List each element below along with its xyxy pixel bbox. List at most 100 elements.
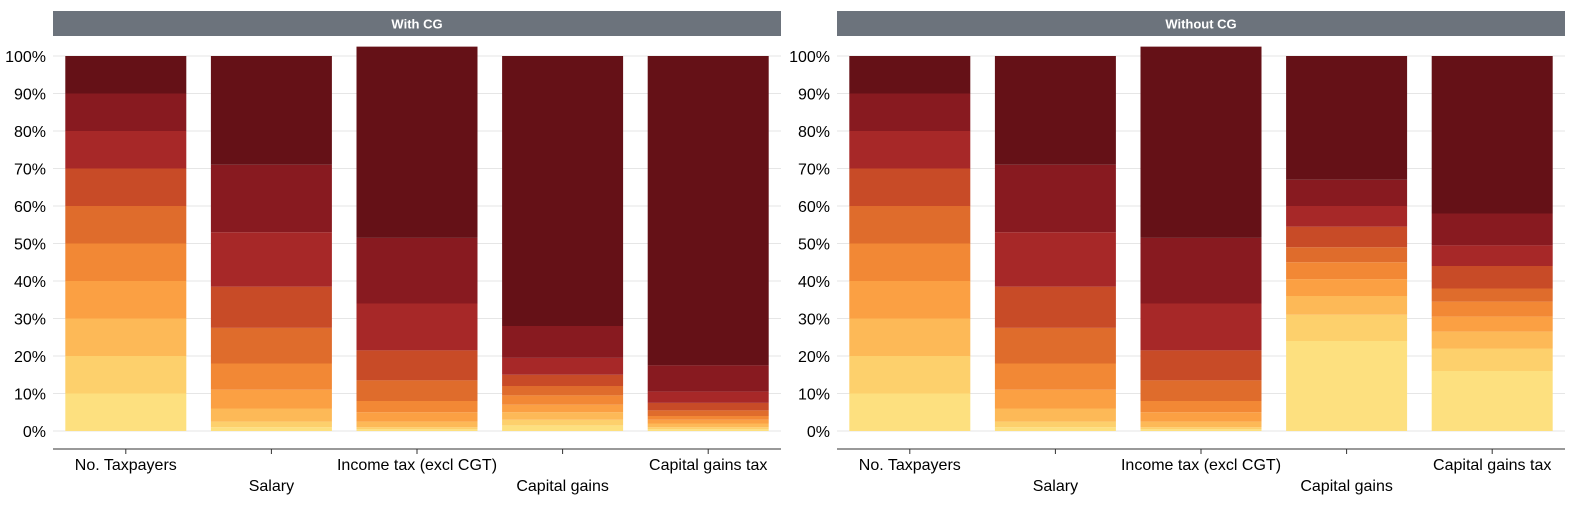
bar-segment (210, 421, 332, 428)
x-tick-label: Capital gains (516, 478, 609, 495)
bar-segment (502, 395, 624, 405)
y-tick-label: 60% (14, 199, 46, 216)
x-tick-label: Salary (1033, 478, 1078, 495)
bar-segment (647, 365, 769, 392)
bar-segment (65, 356, 187, 394)
bar-segment (65, 206, 187, 244)
y-tick-label: 50% (798, 237, 830, 254)
bar-segment (849, 356, 971, 394)
bar-segment (1286, 247, 1408, 263)
bar-segment (356, 46, 478, 238)
bar-segment (210, 164, 332, 233)
y-tick-label: 90% (798, 87, 830, 104)
bar-segment (1140, 380, 1262, 401)
bar-segment (849, 131, 971, 169)
facet-title: Without CG (1165, 17, 1236, 32)
bar-segment (356, 380, 478, 401)
bar-segment (849, 206, 971, 244)
bar-segment (502, 412, 624, 420)
x-tick-label: Salary (249, 478, 294, 495)
bar-segment (1140, 46, 1262, 238)
bar-segment (1286, 179, 1408, 206)
bar-segment (647, 416, 769, 420)
y-tick-label: 80% (798, 124, 830, 141)
bar-segment (1140, 237, 1262, 304)
y-tick-label: 50% (14, 237, 46, 254)
y-tick-label: 10% (14, 387, 46, 404)
x-tick-label: No. Taxpayers (75, 457, 177, 474)
bar-segment (356, 237, 478, 304)
bar-segment (210, 363, 332, 390)
bar-segment (65, 281, 187, 319)
facet-title: With CG (391, 17, 442, 32)
y-tick-label: 60% (798, 199, 830, 216)
bar-segment (1140, 303, 1262, 351)
bar-segment (1286, 296, 1408, 315)
bar-segment (1431, 213, 1553, 246)
bar-segment (1286, 262, 1408, 280)
bar-segment (1431, 331, 1553, 349)
bar-segment (65, 168, 187, 206)
bar-segment (1286, 56, 1408, 180)
bar-segment (502, 357, 624, 375)
x-tick-label: Capital gains (1300, 478, 1393, 495)
bar-segment (1140, 429, 1262, 431)
bar-segment (502, 374, 624, 386)
x-tick-label: Income tax (excl CGT) (1121, 457, 1281, 474)
y-tick-label: 40% (14, 274, 46, 291)
bar-segment (994, 363, 1116, 390)
bar-segment (994, 408, 1116, 422)
bar-segment (1431, 245, 1553, 266)
y-tick-label: 90% (14, 87, 46, 104)
bar-segment (65, 93, 187, 131)
bar-segment (647, 427, 769, 430)
y-tick-label: 100% (789, 49, 830, 66)
bar-segment (502, 56, 624, 326)
bar-segment (994, 286, 1116, 328)
bar-segment (65, 56, 187, 94)
y-tick-label: 40% (798, 274, 830, 291)
bar-segment (1431, 316, 1553, 332)
bar-segment (994, 232, 1116, 287)
bar-segment (356, 427, 478, 430)
y-tick-label: 80% (14, 124, 46, 141)
bar-segment (647, 429, 769, 431)
y-tick-label: 0% (807, 424, 830, 441)
bar-segment (356, 421, 478, 428)
bar-segment (356, 412, 478, 422)
bar-segment (1431, 266, 1553, 289)
y-tick-label: 70% (798, 162, 830, 179)
bar-segment (65, 243, 187, 281)
bar-segment (1286, 341, 1408, 431)
bar-segment (1140, 421, 1262, 428)
bar-segment (502, 326, 624, 358)
bar-segment (849, 393, 971, 431)
bar-segment (1286, 279, 1408, 296)
y-tick-label: 100% (5, 49, 46, 66)
bar-segment (502, 419, 624, 426)
y-tick-label: 70% (14, 162, 46, 179)
bar-segment (1140, 401, 1262, 413)
bar-segment (994, 389, 1116, 409)
bar-segment (502, 425, 624, 431)
y-tick-label: 0% (23, 424, 46, 441)
bar-segment (994, 56, 1116, 165)
bar-segment (1431, 288, 1553, 302)
bar-segment (849, 56, 971, 94)
bar-segment (1140, 350, 1262, 381)
bar-segment (210, 389, 332, 409)
bar-segment (210, 327, 332, 364)
y-tick-label: 10% (798, 387, 830, 404)
bar-segment (647, 402, 769, 411)
bar-segment (849, 93, 971, 131)
bar-segment (849, 243, 971, 281)
facet-strip (53, 11, 781, 36)
bar-segment (849, 281, 971, 319)
bar-segment (210, 56, 332, 165)
bar-segment (1431, 301, 1553, 317)
bar-segment (1431, 348, 1553, 371)
bar-segment (356, 350, 478, 381)
bar-segment (1140, 412, 1262, 422)
